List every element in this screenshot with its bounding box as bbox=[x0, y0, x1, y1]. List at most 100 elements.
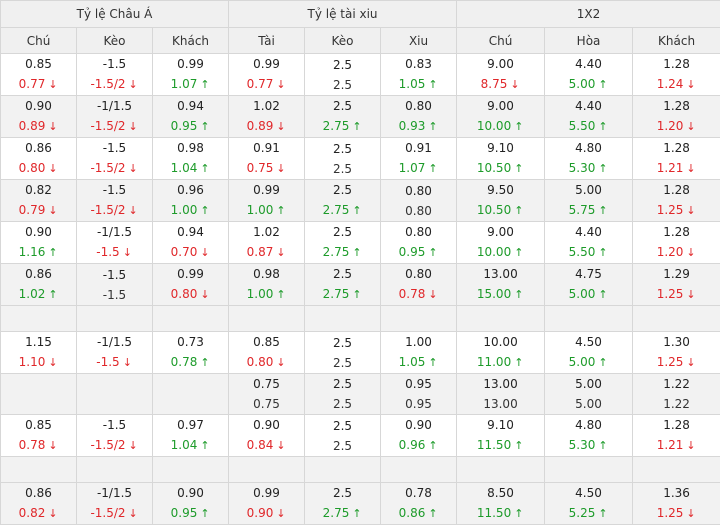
empty-cell bbox=[1, 457, 77, 483]
current-odds: 1.21 bbox=[657, 158, 684, 178]
arrow-up-icon: ↑ bbox=[425, 159, 438, 179]
opening-odds: 1.30 bbox=[663, 332, 690, 352]
arrow-up-icon: ↑ bbox=[197, 75, 210, 95]
opening-odds: 0.75 bbox=[253, 374, 280, 394]
current-odds: 1.00 bbox=[247, 200, 274, 220]
arrow-up-icon: ↑ bbox=[595, 201, 608, 221]
opening-odds: 4.50 bbox=[575, 332, 602, 352]
opening-odds: 1.28 bbox=[663, 222, 690, 242]
opening-odds: 4.40 bbox=[575, 222, 602, 242]
arrow-down-icon: ↓ bbox=[45, 201, 58, 221]
opening-odds: 0.98 bbox=[253, 264, 280, 284]
arrow-down-icon: ↓ bbox=[126, 201, 139, 221]
arrow-down-icon: ↓ bbox=[683, 201, 696, 221]
opening-odds: 9.00 bbox=[487, 96, 514, 116]
current-odds: 5.30 bbox=[569, 435, 596, 455]
current-odds: 5.25 bbox=[569, 503, 596, 523]
current-odds: 0.78 bbox=[399, 284, 426, 304]
arrow-down-icon: ↓ bbox=[683, 75, 696, 95]
arrow-up-icon: ↑ bbox=[511, 436, 524, 456]
arrow-up-icon: ↑ bbox=[197, 504, 210, 524]
arrow-down-icon: ↓ bbox=[45, 436, 58, 456]
empty-cell bbox=[633, 306, 720, 332]
col-header-away-win: Khách bbox=[633, 28, 720, 54]
current-odds: 0.70 bbox=[171, 242, 198, 262]
current-odds: 0.78 bbox=[19, 435, 46, 455]
current-odds: 5.00 bbox=[569, 352, 596, 372]
empty-cell bbox=[77, 306, 153, 332]
current-odds: 15.00 bbox=[477, 284, 511, 304]
current-odds: 0.80 bbox=[405, 201, 432, 221]
current-odds: 1.07 bbox=[399, 158, 426, 178]
current-odds: 1.04 bbox=[171, 435, 198, 455]
arrow-down-icon: ↓ bbox=[45, 504, 58, 524]
opening-odds: 0.97 bbox=[177, 415, 204, 435]
opening-odds: 0.99 bbox=[177, 264, 204, 284]
current-odds: 0.78 bbox=[171, 352, 198, 372]
arrow-up-icon: ↑ bbox=[595, 243, 608, 263]
current-odds: 0.87 bbox=[247, 242, 274, 262]
opening-odds: 9.00 bbox=[487, 54, 514, 74]
arrow-up-icon: ↑ bbox=[349, 504, 362, 524]
opening-odds: -1/1.5 bbox=[97, 483, 132, 503]
opening-odds: 0.99 bbox=[253, 180, 280, 200]
current-odds: 13.00 bbox=[483, 394, 517, 414]
current-odds: 5.00 bbox=[575, 394, 602, 414]
opening-odds: 1.28 bbox=[663, 138, 690, 158]
opening-odds: 0.91 bbox=[253, 138, 280, 158]
empty-cell bbox=[305, 457, 381, 483]
empty-cell bbox=[545, 457, 633, 483]
current-odds: 2.75 bbox=[323, 284, 350, 304]
arrow-up-icon: ↑ bbox=[349, 117, 362, 137]
current-odds: 11.50 bbox=[477, 503, 511, 523]
opening-odds: 0.80 bbox=[405, 96, 432, 116]
current-odds: 2.5 bbox=[333, 75, 352, 95]
current-odds: 1.20 bbox=[657, 116, 684, 136]
empty-cell bbox=[545, 306, 633, 332]
current-odds: 1.05 bbox=[399, 74, 426, 94]
arrow-down-icon: ↓ bbox=[45, 75, 58, 95]
current-odds: 1.25 bbox=[657, 352, 684, 372]
opening-odds: 9.00 bbox=[487, 222, 514, 242]
opening-odds: 0.85 bbox=[253, 332, 280, 352]
col-header-handicap: Kèo bbox=[77, 28, 153, 54]
arrow-up-icon: ↑ bbox=[511, 159, 524, 179]
empty-cell bbox=[153, 374, 229, 415]
current-odds: -1.5 bbox=[96, 242, 119, 262]
odds-cell: -1/1.5-1.5↓ bbox=[77, 222, 153, 264]
current-odds: -1.5 bbox=[103, 285, 126, 305]
opening-odds: 1.02 bbox=[253, 222, 280, 242]
arrow-down-icon: ↓ bbox=[507, 75, 520, 95]
arrow-down-icon: ↓ bbox=[273, 75, 286, 95]
opening-odds: 0.94 bbox=[177, 222, 204, 242]
empty-cell bbox=[229, 457, 305, 483]
current-odds: 8.75 bbox=[481, 74, 508, 94]
opening-odds: 1.28 bbox=[663, 96, 690, 116]
current-odds: 1.00 bbox=[247, 284, 274, 304]
current-odds: 0.80 bbox=[171, 284, 198, 304]
current-odds: 5.50 bbox=[569, 116, 596, 136]
arrow-down-icon: ↓ bbox=[683, 504, 696, 524]
